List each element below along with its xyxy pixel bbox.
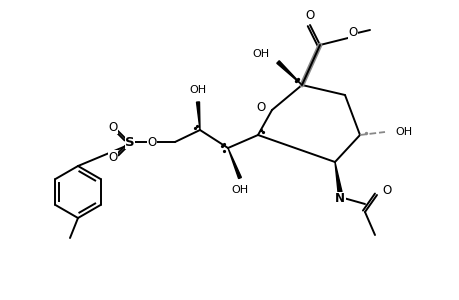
Text: N: N: [334, 193, 344, 206]
Text: O: O: [256, 100, 265, 113]
Text: S: S: [125, 136, 134, 148]
Text: OH: OH: [189, 85, 206, 95]
Text: OH: OH: [231, 185, 248, 195]
Polygon shape: [334, 162, 341, 192]
Text: OH: OH: [252, 49, 269, 59]
Text: O: O: [305, 8, 314, 22]
Polygon shape: [276, 61, 302, 85]
Text: O: O: [347, 26, 357, 38]
Text: O: O: [108, 151, 118, 164]
Text: O: O: [147, 136, 156, 148]
Polygon shape: [228, 148, 241, 178]
Text: O: O: [108, 121, 118, 134]
Text: OH: OH: [394, 127, 411, 137]
Polygon shape: [196, 102, 200, 130]
Text: O: O: [381, 184, 391, 196]
